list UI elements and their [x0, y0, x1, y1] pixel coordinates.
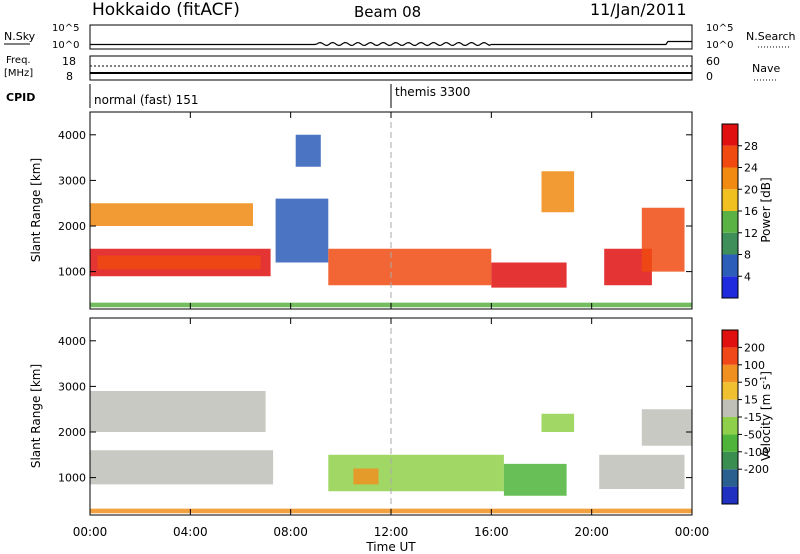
colorbar-tick-label: 4 — [744, 270, 751, 283]
nave-label: Nave — [752, 62, 780, 75]
colorbar-tick-label: -50 — [744, 428, 762, 441]
freq-strip-frame — [89, 55, 693, 81]
echo-region — [90, 391, 266, 432]
colorbar-cell — [722, 399, 738, 417]
power-panel: 1000 2000 3000 4000 — [58, 112, 692, 309]
echo-region — [541, 413, 575, 432]
y-tick-label: 2000 — [58, 426, 86, 439]
echo-region — [599, 454, 685, 489]
velocity-colorbar-title: Velocity [m s-1] — [759, 371, 774, 461]
nave-tick-top: 60 — [706, 55, 720, 68]
x-tick-label: 00:00 — [675, 525, 710, 539]
colorbar-cell — [722, 417, 738, 435]
colorbar-cell — [722, 211, 738, 233]
freq-tick-bottom: 8 — [66, 70, 73, 83]
cpid-segment-normal: normal (fast) 151 — [94, 93, 198, 107]
power-colorbar-title: Power [dB] — [759, 177, 773, 242]
colorbar-tick-label: 20 — [744, 183, 758, 196]
colorbar-cell — [722, 469, 738, 487]
colorbar-cell — [722, 124, 738, 146]
colorbar-cell — [722, 347, 738, 365]
echo-region — [90, 450, 274, 485]
colorbar-cell — [722, 189, 738, 211]
colorbar-tick-label: 24 — [744, 162, 758, 175]
colorbar-tick-label: 16 — [744, 205, 758, 218]
y-tick-label: 3000 — [58, 174, 86, 187]
cpid-segment-themis: themis 3300 — [395, 85, 470, 99]
colorbar-tick-label: -15 — [744, 411, 762, 424]
colorbar-cell — [722, 451, 738, 470]
colorbar-cell — [722, 276, 738, 298]
x-tick-label: 00:00 — [73, 525, 108, 539]
velocity-colorbar: 200 100 50 15 -15 -50 -100 -200 — [721, 329, 769, 505]
colorbar-cell — [722, 167, 738, 190]
power-colorbar: 4 8 12 16 20 24 28 — [721, 123, 758, 299]
colorbar-tick-label: 200 — [744, 341, 765, 354]
colorbar-cell — [722, 145, 738, 168]
echo-region — [491, 262, 567, 288]
nsky-right-tick-bottom: 10^0 — [706, 40, 733, 51]
y-tick-label: 4000 — [58, 129, 86, 142]
colorbar-cell — [722, 232, 738, 255]
colorbar-cell — [722, 486, 738, 504]
nsearch-label: N.Search — [746, 30, 796, 43]
echo-region — [641, 207, 685, 272]
echo-region — [641, 409, 692, 446]
y-tick-label: 1000 — [58, 266, 86, 279]
y-tick-label: 1000 — [58, 472, 86, 485]
echo-region — [353, 468, 379, 485]
colorbar-tick-label: 12 — [744, 227, 758, 240]
freq-label-1: Freq. — [6, 55, 31, 66]
beam-title: Beam 08 — [354, 3, 421, 21]
power-ylabel: Slant Range [km] — [29, 158, 43, 262]
colorbar-cell — [722, 254, 738, 277]
colorbar-tick-label: 100 — [744, 359, 765, 372]
y-tick-label: 3000 — [58, 380, 86, 393]
y-tick-label: 4000 — [58, 335, 86, 348]
nsky-series-line — [90, 40, 692, 47]
site-title: Hokkaido (fitACF) — [92, 0, 240, 20]
x-tick-label: 04:00 — [173, 525, 208, 539]
x-axis-ticks: 00:00 04:00 08:00 12:00 16:00 20:00 00:00 — [73, 112, 710, 539]
x-tick-label: 08:00 — [273, 525, 308, 539]
colorbar-tick-label: -100 — [744, 446, 769, 459]
echo-region — [90, 203, 253, 226]
echo-region — [541, 171, 575, 213]
nsky-label: N.Sky — [4, 30, 36, 43]
nsky-tick-bottom: 10^0 — [52, 40, 79, 51]
nsky-right-tick-top: 10^5 — [706, 23, 733, 34]
date-title: 11/Jan/2011 — [590, 0, 687, 19]
nave-tick-bottom: 0 — [706, 70, 713, 83]
x-tick-label: 16:00 — [474, 525, 509, 539]
colorbar-cell — [722, 434, 738, 452]
x-tick-label: 12:00 — [374, 525, 409, 539]
colorbar-cell — [722, 382, 738, 400]
echo-region — [328, 248, 492, 286]
nsky-tick-top: 10^5 — [52, 23, 79, 34]
x-axis-label: Time UT — [365, 540, 416, 554]
velocity-ylabel: Slant Range [km] — [29, 364, 43, 468]
colorbar-cell — [722, 364, 738, 383]
y-tick-label: 2000 — [58, 220, 86, 233]
colorbar-tick-label: 50 — [744, 376, 758, 389]
colorbar-tick-label: 28 — [744, 140, 758, 153]
echo-region — [295, 134, 321, 167]
freq-tick-top: 18 — [62, 55, 76, 68]
echo-region — [503, 463, 567, 496]
echo-region — [275, 198, 329, 263]
colorbar-cell — [722, 330, 738, 348]
echo-region — [97, 255, 261, 270]
echo-region — [604, 248, 652, 286]
freq-label-2: [MHz] — [4, 68, 33, 79]
colorbar-tick-label: 15 — [744, 394, 758, 407]
x-tick-label: 20:00 — [574, 525, 609, 539]
velocity-panel: 1000 2000 3000 4000 — [58, 318, 692, 515]
cpid-label: CPID — [6, 91, 35, 104]
colorbar-tick-label: 8 — [744, 249, 751, 262]
nsky-strip-frame — [89, 24, 693, 50]
colorbar-tick-label: -200 — [744, 463, 769, 476]
